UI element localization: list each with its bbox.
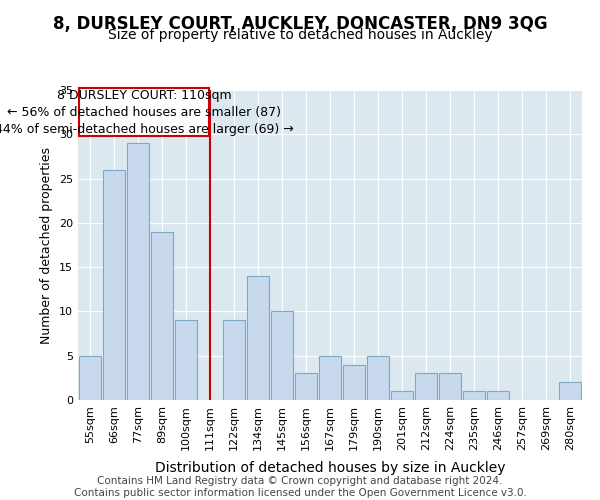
Bar [127,143,149,400]
Bar [463,391,485,400]
Bar [415,374,437,400]
Y-axis label: Number of detached properties: Number of detached properties [40,146,53,344]
Bar [367,356,389,400]
Text: 8 DURSLEY COURT: 110sqm
← 56% of detached houses are smaller (87)
44% of semi-de: 8 DURSLEY COURT: 110sqm ← 56% of detache… [0,88,293,136]
Bar [223,320,245,400]
Bar [295,374,317,400]
Bar [559,382,581,400]
Bar [103,170,125,400]
Bar [343,364,365,400]
Bar [247,276,269,400]
Bar [271,312,293,400]
Text: 8, DURSLEY COURT, AUCKLEY, DONCASTER, DN9 3QG: 8, DURSLEY COURT, AUCKLEY, DONCASTER, DN… [53,15,547,33]
Bar [79,88,209,136]
Bar [391,391,413,400]
Bar [151,232,173,400]
X-axis label: Distribution of detached houses by size in Auckley: Distribution of detached houses by size … [155,461,505,475]
Bar [319,356,341,400]
Bar [439,374,461,400]
Text: Contains public sector information licensed under the Open Government Licence v3: Contains public sector information licen… [74,488,526,498]
Text: Size of property relative to detached houses in Auckley: Size of property relative to detached ho… [107,28,493,42]
Bar [175,320,197,400]
Bar [79,356,101,400]
Text: Contains HM Land Registry data © Crown copyright and database right 2024.: Contains HM Land Registry data © Crown c… [97,476,503,486]
Bar [487,391,509,400]
